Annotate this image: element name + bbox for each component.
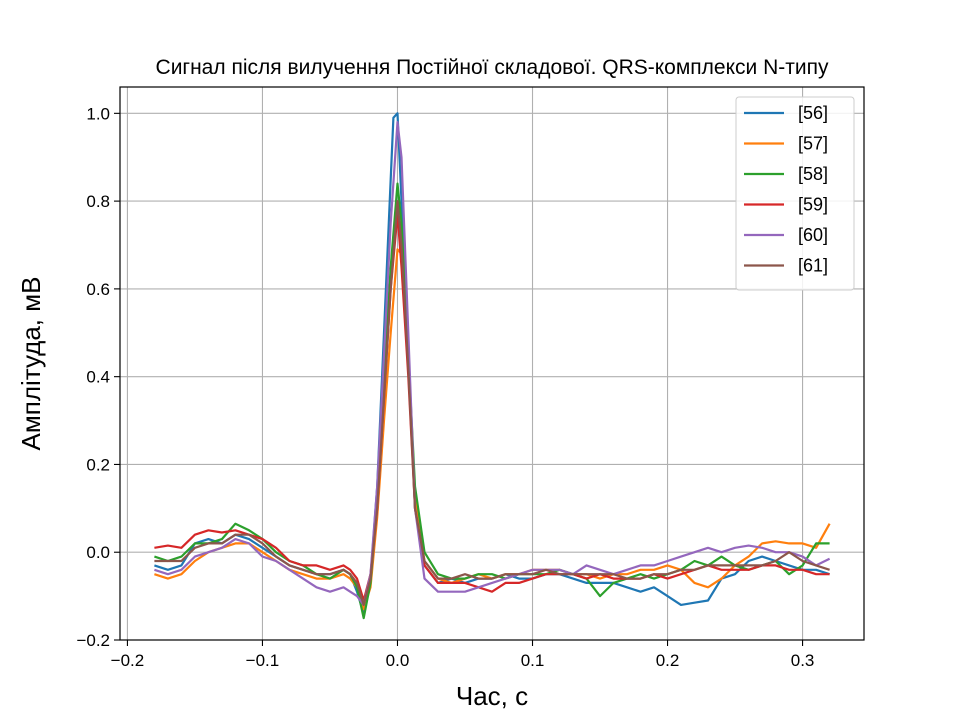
legend-box <box>735 96 855 291</box>
x-axis-title: Час, с <box>456 681 528 711</box>
x-tick-label: −0.2 <box>111 651 145 670</box>
legend-label: [59] <box>798 195 828 215</box>
series-line-5 <box>154 200 830 607</box>
x-tick-label: −0.1 <box>246 651 280 670</box>
chart-title: Сигнал після вилучення Постійної складов… <box>156 56 829 79</box>
series-line-4 <box>154 120 831 607</box>
y-tick-label: −0.2 <box>76 631 110 650</box>
y-tick-label: 0.2 <box>86 455 110 474</box>
y-tick-label: 0.0 <box>86 543 110 562</box>
x-tick-label: 0.2 <box>656 651 680 670</box>
legend: [56] [57] [58] [59] [60] [61] <box>735 96 855 291</box>
legend-label: [60] <box>798 225 828 245</box>
plot-frame <box>119 86 865 641</box>
x-tick-label: 0.1 <box>521 651 545 670</box>
legend-label: [58] <box>798 164 828 184</box>
axis-ticks: −0.2 −0.1 0.0 0.1 0.2 0.3 −0.2 0.0 0.2 0.4 0.6 0.8 1… <box>76 104 814 670</box>
x-tick-label: 0.0 <box>386 651 410 670</box>
y-tick-label: 1.0 <box>86 104 110 123</box>
legend-label: [56] <box>798 103 828 123</box>
legend-label: [61] <box>798 256 828 276</box>
y-axis-title: Амплітуда, мВ <box>16 277 46 451</box>
series-lines <box>154 112 831 620</box>
legend-label: [57] <box>798 134 828 154</box>
y-tick-label: 0.6 <box>86 280 110 299</box>
y-tick-label: 0.8 <box>86 192 110 211</box>
y-tick-label: 0.4 <box>86 368 110 387</box>
x-tick-label: 0.3 <box>791 651 815 670</box>
